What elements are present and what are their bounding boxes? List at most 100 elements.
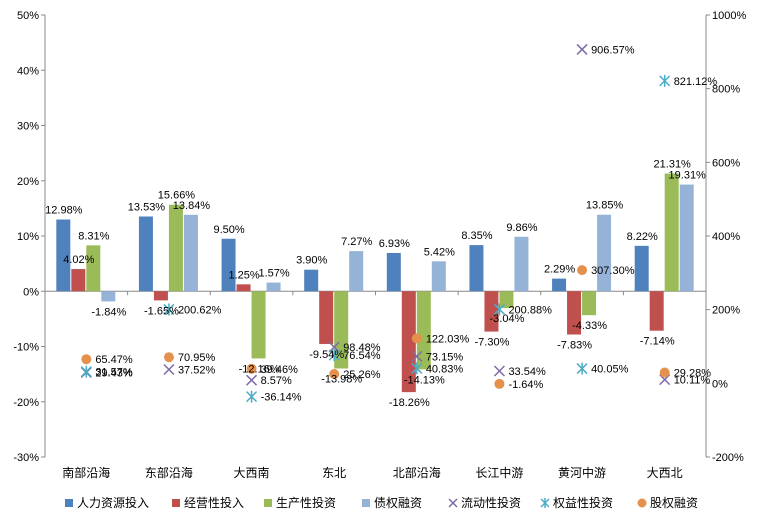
left-tick-label: 0% [23,286,39,298]
marker-x [659,374,671,386]
category-label: 大西南 [234,465,270,480]
bar [567,291,582,335]
bar-value-label: -7.83% [557,340,592,352]
marker-value-label: 33.54% [508,366,546,378]
bar-value-label: 9.50% [213,224,244,236]
bar [349,251,364,292]
bars-group [56,173,694,393]
bar-value-label: -7.14% [640,336,675,348]
marker-value-label: 65.47% [95,354,133,366]
bar-value-label: 19.31% [669,170,707,182]
left-tick-label: 20% [17,176,39,188]
bar [319,291,334,344]
right-tick-label: 200% [712,305,740,317]
marker-stroke [493,365,505,377]
legend: 人力资源投入 经营性投入 生产性投资 债权融资 流动性投资 权益性投资 股权融资 [65,495,698,510]
bar [679,184,694,292]
bar-value-label: 6.93% [379,238,410,250]
left-tick-label: -20% [13,397,39,409]
marker-circle [577,265,588,276]
bar [56,219,71,292]
bar [484,291,499,332]
marker-star [659,74,671,87]
right-tick-label: 400% [712,231,740,243]
bar-value-label: -18.26% [389,397,430,409]
legend-swatch [637,498,647,508]
bar [221,238,236,292]
bar [499,291,514,309]
marker-value-label: 37.52% [178,365,216,377]
bar [138,216,153,292]
bar-value-label: 8.22% [627,231,658,243]
marker-x [328,341,340,353]
marker-value-label: 29.28% [674,368,712,380]
bar-value-label: -7.30% [475,337,510,349]
bar-value-label: 8.35% [461,230,492,242]
marker-value-label: 200.88% [508,304,552,316]
category-label: 南部沿海 [62,465,110,480]
bar-value-label: -14.13% [404,374,445,386]
marker-star [163,303,175,316]
bar-value-label: 9.86% [506,222,537,234]
right-tick-label: 0% [712,378,728,390]
legend-swatch [172,499,180,507]
marker-circle [329,369,340,380]
left-tick-label: 50% [17,10,39,22]
marker-star [411,362,423,375]
category-label: 东部沿海 [145,465,193,480]
category-label: 东北 [322,466,346,480]
left-tick-label: 30% [17,121,39,133]
legend-item: 经营性投入 [172,495,244,510]
left-tick-label: 10% [17,231,39,243]
legend-swatch [65,499,73,507]
bar [71,269,86,292]
marker-value-label: 31.57% [95,367,133,379]
bar-value-label: -9.54% [309,349,344,361]
bar-value-label: 13.84% [173,200,211,212]
marker-value-label: 906.57% [591,44,635,56]
left-tick-label: -30% [13,452,39,464]
bar [416,291,431,370]
marker-stroke [411,350,423,362]
marker-x [246,374,258,386]
marker-value-label: 76.54% [343,350,381,362]
marker-stroke [328,341,340,353]
bar-value-label: -12.16% [239,363,280,375]
right-tick-label: 800% [712,84,740,96]
legend-item: 人力资源投入 [65,495,149,510]
marker-value-label: 73.15% [426,351,464,363]
bar [153,291,168,301]
bar [469,245,484,292]
category-label: 长江中游 [475,465,523,480]
bar-value-label: -1.84% [91,306,126,318]
category-label: 北部沿海 [393,465,441,480]
marker-value-label: 98.48% [343,342,381,354]
bar [183,214,198,292]
legend-item: 债权融资 [362,496,422,510]
bar [251,291,266,359]
bar [649,291,664,331]
markers-group [80,43,671,403]
marker-x [493,365,505,377]
marker-value-label: 200.62% [178,304,222,316]
bar-value-label: 2.29% [544,264,575,276]
bar [431,261,446,292]
legend-swatch [448,498,458,508]
marker-value-label: 40.83% [426,363,464,375]
right-tick-label: -200% [712,452,744,464]
bar [514,236,529,292]
bar-value-label: 15.66% [158,190,196,202]
left-tick-label: -10% [13,342,39,354]
legend-item: 权益性投资 [540,495,613,510]
marker-circle [163,352,174,363]
bar-value-label: 13.53% [128,201,166,213]
category-label: 黄河中游 [558,465,606,480]
bar-value-label: 1.57% [258,268,289,280]
marker-value-label: 40.05% [591,364,629,376]
bar [582,291,597,316]
legend-label: 权益性投资 [553,495,613,510]
legend-label: 债权融资 [374,496,422,510]
marker-value-label: 70.95% [178,352,216,364]
bar [168,204,183,292]
